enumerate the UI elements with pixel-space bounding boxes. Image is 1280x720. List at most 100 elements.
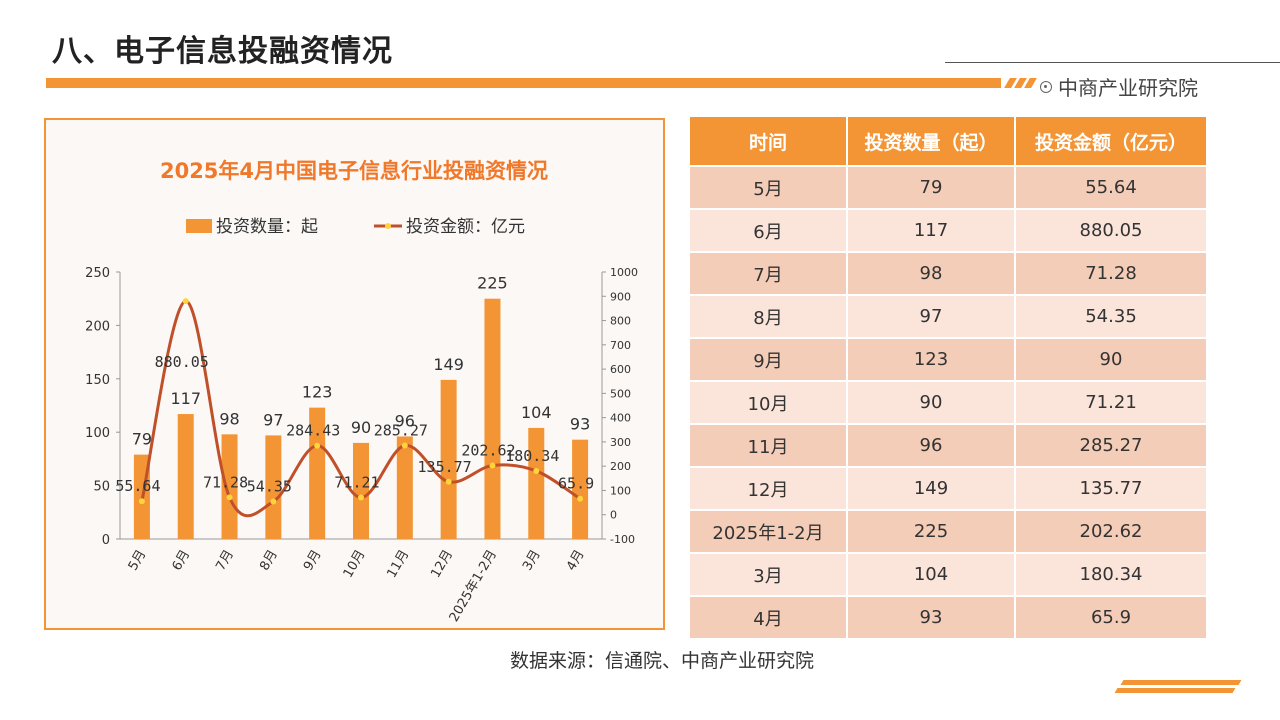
y-right-tick-label: 900	[610, 290, 631, 303]
table-row: 8月 97 54.35	[690, 294, 1206, 338]
page-title: 八、电子信息投融资情况	[52, 34, 393, 69]
table-cell: 117	[847, 208, 1016, 252]
y-right-tick-label: 1000	[610, 266, 638, 279]
table-cell: 2025年1-2月	[690, 509, 848, 553]
line-data-label: 202.62	[461, 442, 515, 460]
table-cell: 7月	[690, 251, 848, 295]
table-row: 7月 98 71.28	[690, 251, 1206, 295]
table-cell: 90	[847, 380, 1016, 424]
title-stripes	[1004, 78, 1037, 88]
line-data-label: 285.27	[374, 421, 428, 439]
bar-data-label: 149	[433, 355, 464, 374]
line-data-label: 284.43	[286, 422, 340, 440]
table-body: 5月 79 55.64 6月 117 880.05 7月 98 71.28 8月 97 54.35 9月…	[690, 165, 1206, 638]
y-left-tick-label: 150	[85, 373, 110, 388]
table-row: 10月 90 71.21	[690, 380, 1206, 424]
bar	[309, 407, 326, 539]
x-tick-label: 2025年1-2月	[447, 548, 500, 625]
table-cell: 71.21	[1015, 380, 1206, 424]
bar	[572, 439, 589, 539]
table-cell: 97	[847, 294, 1016, 338]
table-row: 6月 117 880.05	[690, 208, 1206, 252]
line-point	[533, 467, 540, 474]
line-point	[226, 494, 233, 501]
bar-data-label: 117	[170, 389, 201, 408]
bar	[528, 427, 545, 539]
table-row: 3月 104 180.34	[690, 552, 1206, 596]
bar-data-label: 93	[570, 415, 590, 434]
line-data-label: 71.21	[334, 473, 379, 491]
x-tick-label: 11月	[385, 548, 413, 581]
table-cell: 8月	[690, 294, 848, 338]
x-tick-label: 9月	[301, 548, 325, 574]
table-header-0: 时间	[690, 117, 848, 166]
table-cell: 123	[847, 337, 1016, 381]
table-row: 9月 123 90	[690, 337, 1206, 381]
line-data-label: 55.64	[115, 477, 160, 495]
table-row: 12月 149 135.77	[690, 466, 1206, 510]
bar-data-label: 123	[302, 383, 333, 402]
x-tick-label: 4月	[564, 548, 588, 574]
x-tick-label: 3月	[520, 548, 544, 574]
table-cell: 9月	[690, 337, 848, 381]
table-cell: 79	[847, 165, 1016, 209]
data-source: 数据来源：信通院、中商产业研究院	[510, 650, 815, 672]
bar	[265, 435, 282, 539]
brand-icon	[1040, 80, 1052, 93]
line-point	[358, 494, 364, 501]
y-right-tick-label: 0	[610, 509, 617, 522]
legend-label-bar: 投资数量：起	[216, 217, 318, 237]
line-point	[314, 442, 321, 449]
legend-swatch-bar	[186, 219, 212, 233]
bar	[440, 379, 457, 539]
legend-label-line: 投资金额：亿元	[406, 217, 525, 237]
table-cell: 149	[847, 466, 1016, 510]
table-cell: 12月	[690, 466, 848, 510]
chart-panel: 2025年4月中国电子信息行业投融资情况 投资数量：起 投资金额：亿元 0 50 100 1…	[44, 118, 665, 630]
y-left-tick-label: 0	[102, 533, 110, 548]
line-data-label: 880.05	[155, 353, 209, 371]
y-right-tick-label: 100	[610, 484, 631, 497]
y-right-tick-label: 700	[610, 339, 631, 352]
y-right-tick-label: 300	[610, 436, 631, 449]
x-tick-label: 10月	[341, 548, 369, 581]
table-cell: 135.77	[1015, 466, 1206, 510]
x-tick-label: 8月	[257, 548, 281, 574]
y-right-tick-label: -100	[610, 533, 635, 546]
bar-data-label: 98	[219, 409, 239, 428]
y-right-tick-label: 400	[610, 412, 631, 425]
y-right-tick-label: 600	[610, 363, 631, 376]
y-left-tick-label: 200	[85, 319, 110, 334]
table-cell: 65.9	[1015, 595, 1206, 638]
y-right-tick-label: 200	[610, 460, 631, 473]
bar	[353, 442, 369, 539]
table-cell: 285.27	[1015, 423, 1206, 467]
table-cell: 5月	[690, 165, 848, 209]
y-left-tick-label: 100	[85, 426, 110, 441]
table-cell: 96	[847, 423, 1016, 467]
x-tick-label: 5月	[126, 548, 150, 574]
table-cell: 98	[847, 251, 1016, 295]
y-right-tick-label: 500	[610, 387, 631, 400]
table-row: 4月 93 65.9	[690, 595, 1206, 638]
line-point	[270, 498, 277, 505]
table-cell: 180.34	[1015, 552, 1206, 596]
line-point	[577, 495, 584, 502]
table-row: 2025年1-2月 225 202.62	[690, 509, 1206, 553]
table-cell: 93	[847, 595, 1016, 638]
y-left-tick-label: 250	[85, 266, 110, 281]
data-table-wrapper: 时间 投资数量（起） 投资金额（亿元） 5月 79 55.64 6月 117 880.05 7月…	[690, 117, 1206, 638]
table-cell: 880.05	[1015, 208, 1206, 252]
table-cell: 90	[1015, 337, 1206, 381]
top-rule	[945, 62, 1280, 63]
y-left-tick-label: 50	[93, 480, 110, 495]
bar-data-label: 79	[132, 430, 152, 449]
brand: 中商产业研究院	[1040, 72, 1198, 101]
x-tick-label: 7月	[213, 548, 237, 574]
table-cell: 10月	[690, 380, 848, 424]
table-cell: 4月	[690, 595, 848, 638]
bar	[484, 298, 501, 539]
table-cell: 3月	[690, 552, 848, 596]
line-point	[182, 298, 189, 305]
